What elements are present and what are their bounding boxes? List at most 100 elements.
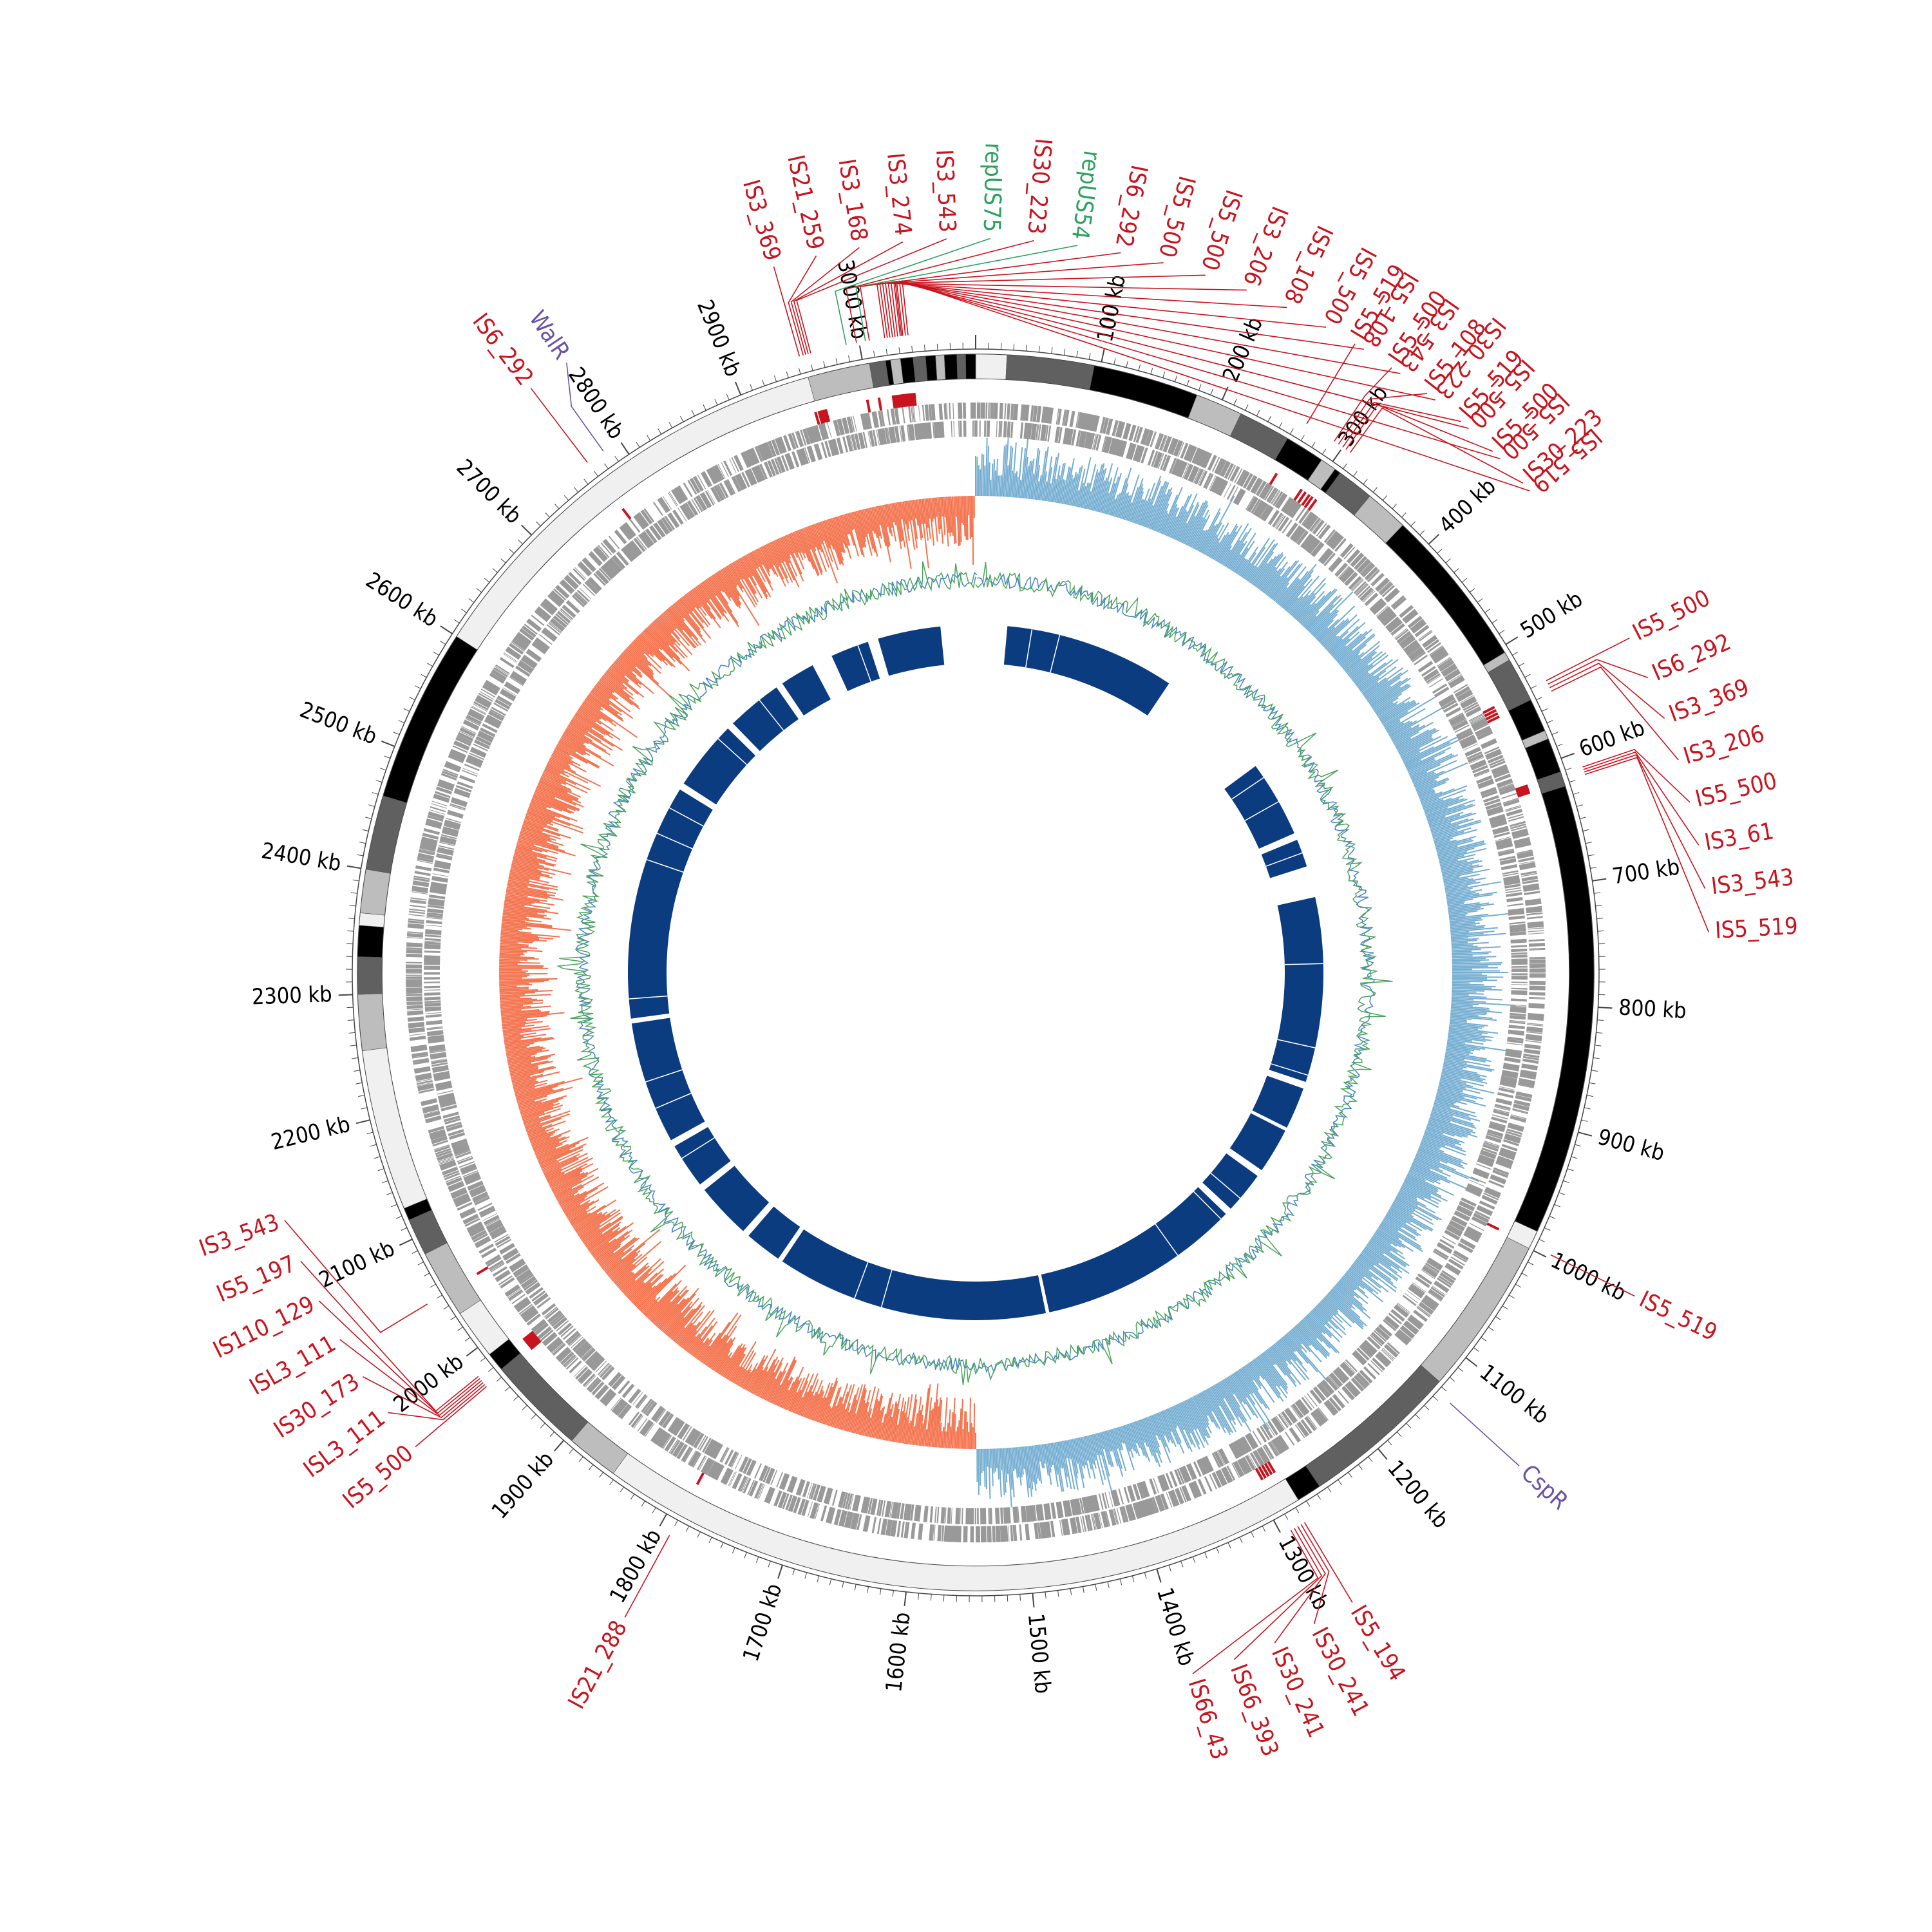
is-element-mark xyxy=(822,409,828,423)
homology-block-gap xyxy=(1265,852,1303,867)
scale-tick-label: 1200 kb xyxy=(1382,1455,1454,1533)
scale-tick xyxy=(476,588,482,593)
scale-tick xyxy=(1582,829,1589,831)
scale-tick xyxy=(1126,361,1128,368)
scale-tick xyxy=(398,720,405,724)
is-element-mark xyxy=(1485,712,1499,721)
scale-tick xyxy=(513,1396,519,1401)
scale-tick xyxy=(1584,1107,1591,1110)
scale-tick xyxy=(1372,487,1378,493)
scale-tick xyxy=(355,1119,370,1124)
scale-tick xyxy=(755,1557,759,1563)
annotation-leader-line xyxy=(363,1376,484,1419)
scale-tick-label: 500 kb xyxy=(1516,586,1587,643)
scale-tick xyxy=(1597,1019,1604,1021)
scale-tick xyxy=(1592,878,1607,882)
scale-tick xyxy=(1598,1007,1613,1009)
scale-tick xyxy=(1070,1588,1072,1595)
scale-tick xyxy=(659,1513,668,1527)
annotation-leader-line xyxy=(834,238,990,345)
scale-tick xyxy=(354,1070,361,1072)
scale-tick xyxy=(1419,530,1425,536)
scale-tick xyxy=(1576,804,1583,807)
contig-segment xyxy=(357,925,384,958)
scale-tick xyxy=(384,755,391,759)
scale-tick xyxy=(594,471,599,477)
is-element-mark xyxy=(1261,1464,1270,1477)
contig-segment xyxy=(1420,1237,1530,1382)
scale-tick xyxy=(1495,1316,1501,1321)
scale-tick xyxy=(1032,1593,1035,1607)
scale-tick xyxy=(773,375,777,382)
scale-tick xyxy=(1563,1180,1569,1184)
scale-tick xyxy=(1524,674,1531,678)
scale-tick xyxy=(347,1019,354,1021)
annotation-leader-line xyxy=(790,247,860,355)
scale-tick xyxy=(1549,1215,1556,1219)
scale-tick xyxy=(1076,350,1078,357)
scale-tick xyxy=(1567,1168,1574,1171)
scale-tick-label: 1100 kb xyxy=(1475,1359,1554,1429)
scale-tick xyxy=(1289,428,1294,435)
scale-tick xyxy=(911,345,913,353)
scale-tick-label: 2800 kb xyxy=(563,363,629,444)
scale-tick xyxy=(1596,1032,1603,1034)
is-element-mark xyxy=(1484,709,1497,717)
annotation-leader-line xyxy=(898,280,1501,460)
annotation-leader-line xyxy=(339,1339,482,1416)
scale-tick xyxy=(412,1250,418,1254)
scale-tick xyxy=(842,1581,844,1588)
scale-tick xyxy=(349,905,356,907)
is-element-label: IS5_108 xyxy=(1278,222,1338,308)
gc-skew-negative xyxy=(498,495,976,1450)
scale-tick xyxy=(1063,348,1066,355)
is-element-mark xyxy=(820,410,826,424)
scale-tick xyxy=(1082,1586,1084,1593)
is-element-mark xyxy=(877,397,883,411)
scale-tick xyxy=(574,487,579,493)
scale-tick xyxy=(1499,630,1505,634)
annotation-leader-line xyxy=(855,245,1078,341)
scale-tick xyxy=(484,578,490,583)
scale-tick xyxy=(352,1057,359,1059)
scale-tick xyxy=(1558,1192,1566,1195)
contig-segment xyxy=(1230,413,1288,460)
scale-tick xyxy=(1162,371,1166,378)
is-element-mark xyxy=(1255,1468,1264,1481)
scale-tick xyxy=(1454,568,1459,573)
scale-tick xyxy=(377,1168,384,1171)
homology-block-gap xyxy=(1244,801,1279,821)
homology-block xyxy=(704,1166,770,1231)
scale-tick xyxy=(1007,1595,1009,1602)
scale-tick xyxy=(1488,1327,1494,1331)
scale-tick xyxy=(1343,463,1347,469)
scale-tick xyxy=(1278,422,1283,428)
scale-tick xyxy=(1573,792,1580,795)
scale-tick-label: 1800 kb xyxy=(605,1525,667,1607)
annotation-leader-line xyxy=(859,252,1121,341)
scale-tick xyxy=(1132,1575,1135,1582)
is-element-label: IS30_223 xyxy=(1022,137,1056,235)
scale-tick xyxy=(1505,636,1519,645)
is-element-mark xyxy=(866,399,871,413)
scale-tick xyxy=(368,804,375,807)
scale-tick xyxy=(762,379,765,386)
scale-tick xyxy=(636,442,640,448)
scale-tick xyxy=(1492,619,1498,624)
annotation-leader-line xyxy=(1584,754,1706,889)
scale-tick xyxy=(1544,1227,1551,1231)
is-element-label: IS5_500 xyxy=(1153,173,1200,260)
is-element-label: IS3_274 xyxy=(882,151,916,236)
contig-segment xyxy=(357,993,387,1052)
annotation-leader-line xyxy=(1585,757,1710,933)
scale-tick xyxy=(1107,1581,1110,1588)
homology-block-gap xyxy=(1210,1173,1241,1199)
contig-segment xyxy=(935,354,946,381)
scale-tick-label: 800 kb xyxy=(1618,994,1687,1024)
is-element-mark xyxy=(908,393,913,406)
is-element-mark xyxy=(476,1266,489,1276)
scale-tick xyxy=(401,1227,408,1231)
regulator-label: CspR xyxy=(1516,1460,1573,1515)
is-element-mark xyxy=(824,408,831,422)
scale-tick xyxy=(668,422,673,428)
